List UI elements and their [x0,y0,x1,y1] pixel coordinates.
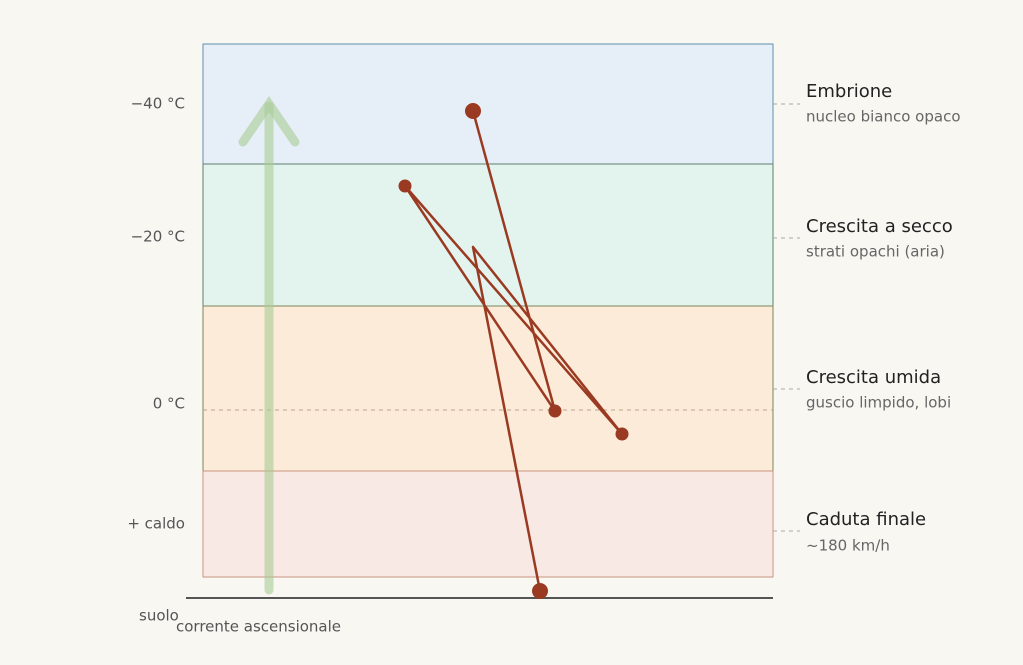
zone-title: Crescita umida [806,367,941,388]
temp-label: −40 °C [131,95,185,113]
temp-label: 0 °C [153,395,185,413]
zone-subtitle: strati opachi (aria) [806,243,945,261]
zone-leaders [773,103,800,532]
zone-subtitle: nucleo bianco opaco [806,108,961,126]
zone-title: Embrione [806,81,892,102]
zone-title: Caduta finale [806,509,926,530]
hail-path [398,103,629,599]
zone-embryo [202,43,774,165]
zone-title: Crescita a secco [806,216,953,237]
updraft-arrow [238,96,300,595]
zone-fall [202,470,774,578]
zone-subtitle: guscio limpido, lobi [806,394,951,412]
updraft-label: corrente ascensionale [176,618,341,636]
ground-label: suolo [139,607,179,625]
zone-wet [202,305,774,472]
zone-dry [202,163,774,307]
temp-label: −20 °C [131,228,185,246]
temp-label: + caldo [127,515,185,533]
zone-subtitle: ~180 km/h [806,537,890,555]
